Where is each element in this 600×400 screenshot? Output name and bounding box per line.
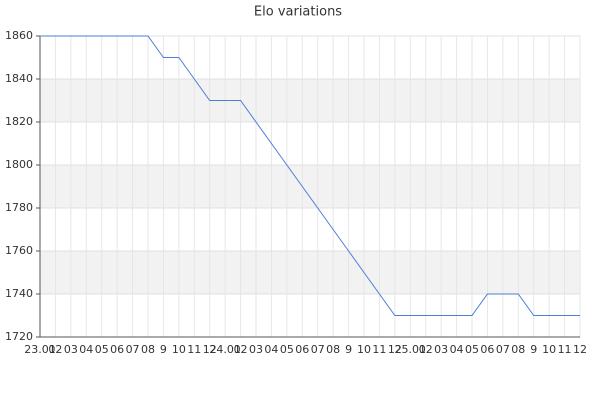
x-tick-label: 02: [234, 343, 248, 356]
y-tick-label: 1800: [5, 158, 33, 171]
x-tick-label: 07: [496, 343, 510, 356]
x-tick-label: 04: [264, 343, 278, 356]
x-tick-label: 02: [48, 343, 62, 356]
x-tick-label: 12: [388, 343, 402, 356]
x-tick-label: 9: [345, 343, 352, 356]
x-tick-label: 06: [295, 343, 309, 356]
x-tick-label: 9: [160, 343, 167, 356]
x-tick-label: 07: [311, 343, 325, 356]
x-tick-label: 06: [480, 343, 494, 356]
line: [40, 35, 580, 316]
y-tick-label: 1740: [5, 287, 33, 300]
x-tick-label: 03: [64, 343, 78, 356]
x-tick-label: 11: [187, 343, 201, 356]
x-tick-label: 24.01: [209, 343, 241, 356]
x-tick-label: 08: [141, 343, 155, 356]
x-tick-label: 05: [280, 343, 294, 356]
x-tick-label: 08: [326, 343, 340, 356]
x-tick-label: 06: [110, 343, 124, 356]
y-tick-label: 1840: [5, 72, 33, 85]
y-tick-label: 1860: [5, 29, 33, 42]
x-tick-label: 04: [450, 343, 464, 356]
x-tick-label: 03: [249, 343, 263, 356]
x-tick-label: 05: [95, 343, 109, 356]
x-tick-label: 10: [357, 343, 371, 356]
x-tick-label: 10: [542, 343, 556, 356]
y-tick-label: 1760: [5, 244, 33, 257]
grid-band: [40, 251, 580, 294]
x-tick-label: 12: [573, 343, 587, 356]
x-tick-label: 08: [511, 343, 525, 356]
y-tick-label: 1780: [5, 201, 33, 214]
chart-title: Elo variations: [254, 5, 342, 20]
grid-band: [40, 165, 580, 208]
x-tick-label: 11: [372, 343, 386, 356]
x-tick-label: 23.01: [24, 343, 56, 356]
x-tick-label: 07: [126, 343, 140, 356]
x-tick-label: 25.01: [395, 343, 427, 356]
grid-band: [40, 79, 580, 122]
x-tick-label: 11: [558, 343, 572, 356]
x-tick-label: 10: [172, 343, 186, 356]
x-tick-label: 05: [465, 343, 479, 356]
y-tick-label: 1720: [5, 330, 33, 343]
x-tick-label: 02: [419, 343, 433, 356]
y-tick-label: 1820: [5, 115, 33, 128]
x-tick-label: 12: [203, 343, 217, 356]
x-tick-label: 03: [434, 343, 448, 356]
x-tick-label: 9: [530, 343, 537, 356]
x-tick-label: 04: [79, 343, 93, 356]
